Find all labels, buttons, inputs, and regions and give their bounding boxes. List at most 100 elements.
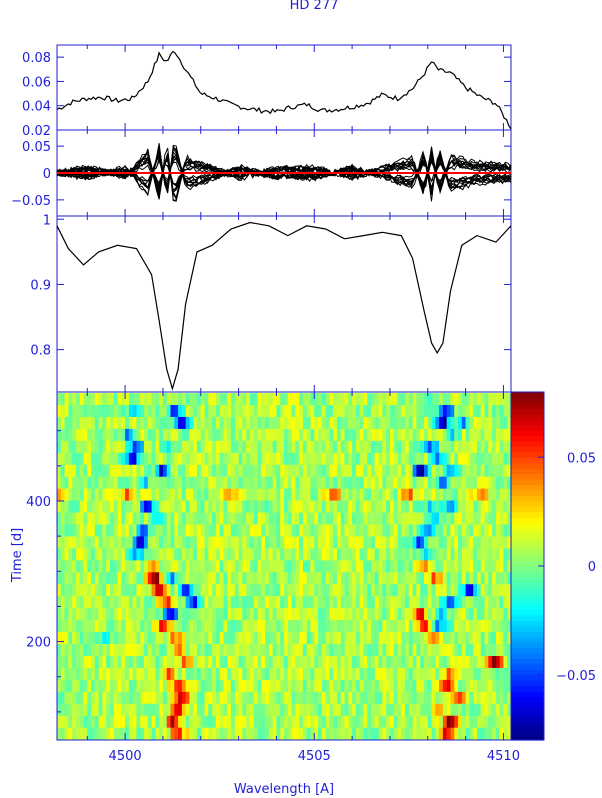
heatmap-cell [371, 476, 376, 490]
heatmap-cell [284, 416, 289, 430]
heatmap-cell [306, 548, 312, 561]
heatmap-cell [454, 655, 459, 669]
heatmap-cell [355, 679, 361, 693]
heatmap-cell [234, 500, 240, 514]
heatmap-cell [113, 440, 119, 454]
heatmap-cell [162, 703, 168, 717]
heatmap-cell [401, 416, 406, 430]
heatmap-cell [246, 524, 251, 538]
heatmap-cell [166, 548, 172, 561]
heatmap-cell [412, 405, 418, 418]
heatmap-cell [276, 608, 281, 621]
heatmap-cell [162, 691, 168, 705]
heatmap-cell [359, 715, 365, 729]
heatmap-cell [215, 476, 221, 490]
heatmap-cell [238, 440, 243, 454]
heatmap-cell [83, 608, 88, 621]
heatmap-cell [378, 715, 383, 729]
heatmap-cell [363, 679, 368, 693]
heatmap-cell [318, 405, 323, 418]
heatmap-cell [325, 596, 330, 609]
heatmap-cell [231, 667, 236, 681]
heatmap-cell [299, 727, 304, 741]
heatmap-cell [234, 440, 240, 454]
heatmap-cell [325, 500, 330, 514]
heatmap-cell [495, 632, 501, 645]
heatmap-cell [314, 715, 319, 729]
heatmap-cell [476, 667, 482, 681]
heatmap-cell [492, 679, 497, 693]
heatmap-cell [75, 703, 81, 717]
heatmap-cell [386, 679, 391, 693]
heatmap-cell [344, 500, 349, 514]
heatmap-cell [212, 632, 217, 645]
heatmap-cell [507, 416, 512, 430]
heatmap-cell [476, 512, 482, 526]
heatmap-cell [72, 703, 77, 717]
heatmap-cell [178, 464, 183, 478]
heatmap-cell [325, 405, 330, 418]
heatmap-cell [155, 476, 160, 490]
heatmap-cell [200, 428, 206, 442]
heatmap-cell [420, 512, 425, 526]
heatmap-cell [87, 476, 92, 490]
heatmap-cell [367, 500, 372, 514]
heatmap-cell [492, 393, 497, 406]
heatmap-cell [215, 667, 221, 681]
heatmap-cell [450, 644, 455, 657]
heatmap-cell [446, 608, 452, 621]
heatmap-cell [386, 548, 391, 561]
heatmap-cell [461, 428, 467, 442]
heatmap-cell [386, 536, 391, 550]
heatmap-cell [196, 440, 202, 454]
heatmap-cell [302, 644, 308, 657]
heatmap-cell [94, 500, 100, 514]
heatmap-cell [484, 393, 489, 406]
heatmap-cell [227, 428, 232, 442]
heatmap-cell [57, 524, 62, 538]
heatmap-cell [480, 416, 486, 430]
heatmap-cell [257, 644, 262, 657]
heatmap-cell [261, 428, 266, 442]
heatmap-cell [393, 524, 399, 538]
heatmap-cell [503, 572, 508, 585]
heatmap-cell [291, 691, 296, 705]
heatmap-cell [68, 608, 73, 621]
heatmap-cell [401, 715, 406, 729]
heatmap-cell [423, 440, 429, 454]
std-panel-y-tick-label: 0.04 [22, 100, 51, 115]
heatmap-cell [280, 644, 285, 657]
heatmap-cell [378, 428, 383, 442]
heatmap-cell [287, 596, 293, 609]
heatmap-cell [291, 584, 296, 597]
heatmap-cell [132, 464, 138, 478]
heatmap-cell [189, 405, 194, 418]
heatmap-cell [196, 667, 202, 681]
heatmap-cell [147, 715, 153, 729]
heatmap-cell [431, 667, 436, 681]
heatmap-cell [181, 632, 187, 645]
heatmap-cell [321, 632, 327, 645]
heatmap-cell [499, 416, 505, 430]
heatmap-cell [401, 691, 406, 705]
heatmap-cell [423, 679, 429, 693]
heatmap-cell [128, 727, 134, 741]
heatmap-cell [132, 405, 138, 418]
heatmap-cell [144, 428, 149, 442]
heatmap-cell [355, 393, 361, 406]
heatmap-cell [227, 727, 232, 741]
heatmap-cell [321, 572, 327, 585]
heatmap-cell [57, 727, 62, 741]
heatmap-cell [268, 727, 274, 741]
heatmap-cell [72, 405, 77, 418]
heatmap-cell [159, 620, 164, 633]
heatmap-cell [147, 655, 153, 669]
heatmap-cell [458, 500, 463, 514]
heatmap-cell [204, 715, 209, 729]
heatmap-cell [386, 691, 391, 705]
heatmap-cell [246, 691, 251, 705]
heatmap-cell [57, 632, 62, 645]
heatmap-cell [405, 715, 410, 729]
heatmap-cell [166, 416, 172, 430]
heatmap-cell [60, 632, 66, 645]
